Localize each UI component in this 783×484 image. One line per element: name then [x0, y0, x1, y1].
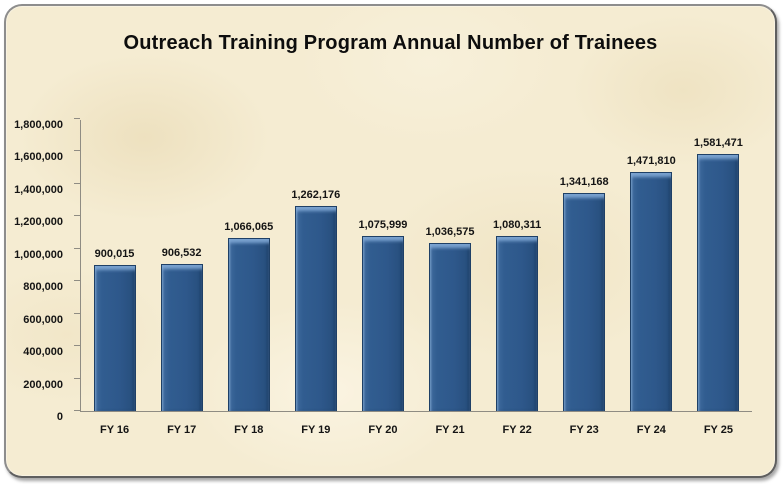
y-axis-tick-label: 800,000	[23, 281, 63, 294]
x-axis-category-label: FY 16	[99, 424, 130, 436]
bar	[429, 243, 472, 411]
x-axis-category-label: FY 23	[569, 424, 599, 436]
x-axis-category-label: FY 22	[502, 424, 532, 436]
bar-value-label: 900,015	[94, 248, 135, 260]
y-axis-tick-label: 1,400,000	[14, 183, 63, 196]
bar-value-label: 906,532	[161, 247, 202, 259]
y-axis-tick	[74, 312, 80, 314]
bar	[93, 265, 136, 411]
chart-title: Outreach Training Program Annual Number …	[123, 32, 658, 54]
bar	[294, 206, 337, 411]
y-axis-tick	[74, 215, 80, 217]
y-axis-tick-label: 1,200,000	[14, 216, 63, 229]
bar	[697, 154, 740, 411]
bar-series: 900,015 FY 16 906,532 FY 17 1,066,065 FY 18 1,…	[81, 120, 752, 436]
y-axis-tick-label: 1,000,000	[14, 248, 63, 261]
bar-slot: 1,581,471 FY 25	[685, 120, 752, 436]
y-axis-tick	[74, 182, 80, 184]
bar-slot: 1,341,168 FY 23	[551, 120, 618, 436]
y-axis-tick-label: 400,000	[23, 346, 63, 359]
plot-area: 0 200,000 400,000 600,000 800,000 1,000,000 1,…	[14, 118, 752, 436]
y-axis-tick-label: 0	[56, 411, 63, 423]
bar	[496, 236, 539, 411]
bar-value-label: 1,581,471	[693, 137, 743, 149]
bar-value-label: 1,262,176	[291, 189, 341, 201]
y-axis-tick-label: 1,600,000	[14, 151, 63, 164]
bar-slot: 1,075,999 FY 20	[349, 120, 416, 436]
y-axis-tick	[74, 150, 80, 152]
bar-slot: 906,532 FY 17	[148, 120, 215, 436]
bar-value-label: 1,075,999	[358, 219, 408, 231]
y-axis-tick	[74, 280, 80, 282]
bar	[630, 172, 673, 411]
bar-value-label: 1,080,311	[492, 219, 542, 231]
bar-slot: 900,015 FY 16	[81, 120, 148, 436]
x-axis-category-label: FY 20	[368, 424, 398, 436]
x-axis-category-label: FY 19	[301, 424, 331, 436]
bar	[160, 264, 203, 411]
bar-slot: 1,066,065 FY 18	[215, 120, 282, 436]
y-axis-tick	[74, 410, 80, 411]
y-axis-tick	[74, 118, 80, 119]
bar-value-label: 1,036,575	[425, 226, 475, 238]
x-axis-category-label: FY 25	[703, 424, 733, 436]
y-axis-tick-label: 200,000	[23, 378, 63, 391]
y-axis-tick	[74, 247, 80, 249]
bar-slot: 1,471,810 FY 24	[618, 120, 685, 436]
y-axis-tick-label: 1,800,000	[14, 119, 63, 131]
bar-slot: 1,080,311 FY 22	[484, 120, 551, 436]
y-axis-tick-label: 600,000	[23, 313, 63, 326]
y-axis-tick	[74, 377, 80, 379]
y-axis-tick	[74, 345, 80, 347]
bar	[563, 193, 606, 411]
bar-value-label: 1,066,065	[224, 221, 274, 233]
bar-value-label: 1,341,168	[559, 176, 609, 188]
bar	[227, 238, 270, 411]
x-axis-category-label: FY 24	[636, 424, 666, 436]
chart-card: Outreach Training Program Annual Number …	[4, 4, 777, 478]
x-axis-category-label: FY 21	[435, 424, 465, 436]
bar-slot: 1,262,176 FY 19	[282, 120, 349, 436]
bar	[361, 236, 404, 411]
bar-value-label: 1,471,810	[626, 155, 676, 167]
bar-slot: 1,036,575 FY 21	[416, 120, 483, 436]
x-axis-category-label: FY 17	[167, 424, 197, 436]
x-axis-category-label: FY 18	[234, 424, 264, 436]
